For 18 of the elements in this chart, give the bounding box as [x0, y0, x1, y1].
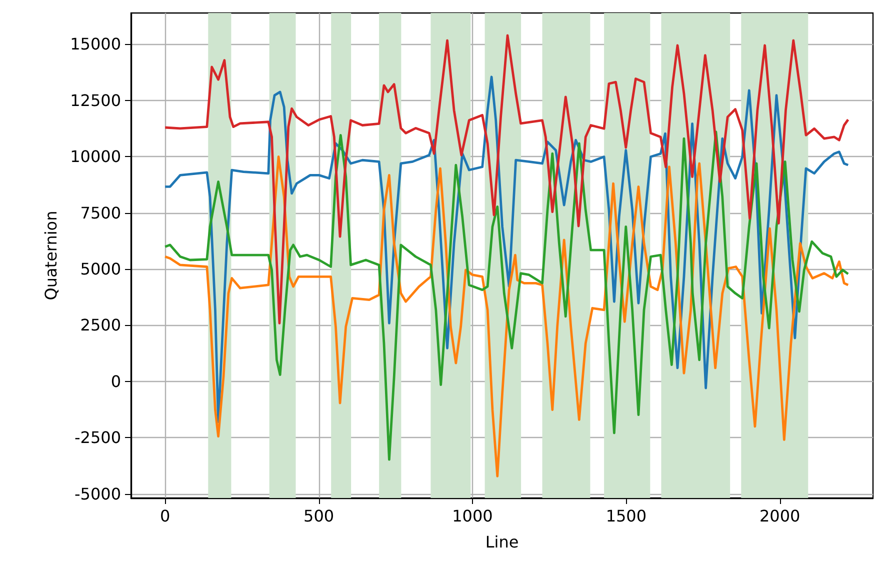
y-axis-title: Quaternion: [42, 210, 60, 300]
y-tick-label: 5000: [80, 259, 121, 278]
line-series: [164, 76, 850, 424]
y-tick-label: 12500: [70, 90, 121, 110]
x-axis-title: Line: [485, 532, 519, 552]
x-tick-label: 500: [304, 506, 334, 526]
y-tick-label: 7500: [80, 203, 121, 222]
y-tick-label: -5000: [74, 484, 121, 504]
y-tick-label: 0: [110, 372, 121, 391]
y-tick-label: 10000: [70, 147, 121, 166]
line-series: [164, 34, 850, 324]
y-tick-label: 2500: [80, 316, 121, 335]
x-tick-label: 0: [160, 506, 170, 526]
x-tick-label: 2000: [760, 506, 800, 526]
y-tick-label: 15000: [70, 34, 121, 54]
x-tick-label: 1000: [452, 506, 493, 526]
y-tick-label: -2500: [74, 428, 121, 448]
x-tick-label: 1500: [606, 506, 647, 526]
